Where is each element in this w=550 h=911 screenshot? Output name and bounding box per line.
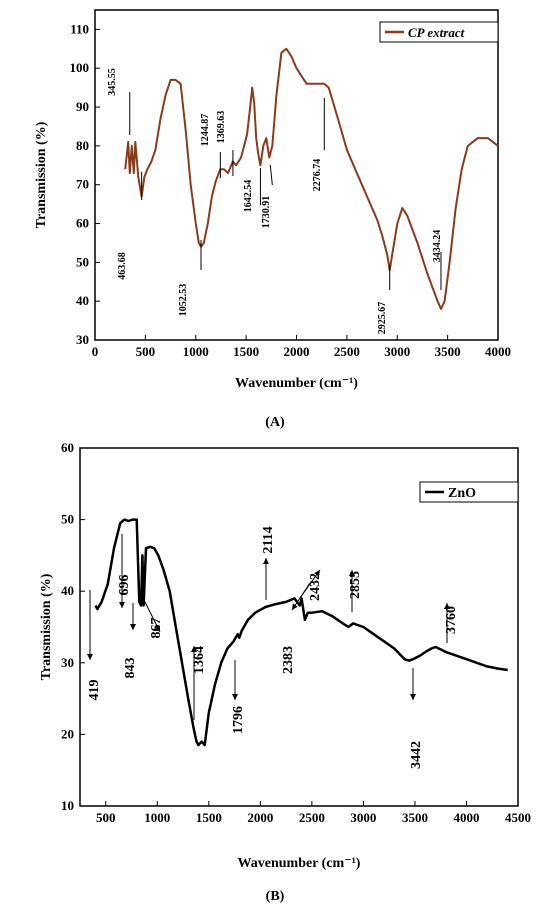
y-tick-label: 70	[76, 177, 89, 192]
panel-label: (B)	[266, 889, 285, 904]
plot-frame	[79, 447, 519, 807]
annotation-label: 2383	[281, 646, 296, 674]
annotation-label: 345.55	[107, 68, 118, 96]
x-tick-label: 3000	[384, 344, 410, 359]
y-tick-label: 30	[61, 655, 74, 670]
y-tick-label: 60	[76, 216, 89, 231]
legend-box	[419, 481, 519, 503]
plot-frame	[94, 9, 499, 341]
x-tick-label: 1500	[233, 344, 259, 359]
annotation-label: 1730.91	[261, 196, 272, 229]
panel-label: (A)	[265, 415, 285, 430]
x-tick-label: 3500	[435, 344, 461, 359]
x-axis-title: Wavenumber (cm⁻¹)	[238, 856, 361, 871]
x-tick-label: 1500	[196, 810, 222, 825]
annotation-label: 3760	[444, 606, 459, 634]
y-axis-title: Transmission (%)	[34, 121, 49, 228]
legend-label: CP extract	[408, 25, 465, 40]
annotation-label: 2114	[261, 526, 276, 553]
annotation-label: 463.68	[117, 252, 128, 280]
y-tick-label: 40	[61, 583, 74, 598]
x-tick-label: 500	[136, 344, 156, 359]
annotation-label: 1796	[231, 706, 246, 734]
annotation-label: 3434.24	[432, 230, 443, 263]
x-tick-label: 2000	[284, 344, 310, 359]
annotation-label: 2276.74	[312, 159, 323, 192]
annotation-label: 419	[87, 680, 102, 701]
annotation-label: 696	[117, 575, 132, 596]
annotation-arrow	[299, 569, 321, 599]
y-tick-label: 50	[76, 254, 89, 269]
annotation-label: 2925.67	[377, 302, 388, 335]
y-tick-label: 110	[70, 21, 89, 36]
annotation-line	[269, 164, 273, 186]
y-tick-label: 40	[76, 293, 89, 308]
legend-label: ZnO	[448, 486, 476, 501]
y-axis-title: Transmission (%)	[39, 573, 54, 680]
legend-box	[379, 21, 499, 43]
annotation-label: 1244.87	[200, 114, 211, 147]
annotation-label: 867	[149, 618, 164, 639]
y-tick-label: 60	[61, 440, 74, 455]
x-tick-label: 3500	[402, 810, 428, 825]
annotation-label: 1364	[192, 646, 207, 674]
x-tick-label: 4000	[485, 344, 511, 359]
x-tick-label: 2500	[299, 810, 325, 825]
chart-panel-a: 0 500 1000 1500 2000 2500 3000 3500 4000 30 40 50 60…	[34, 9, 511, 430]
series-line	[124, 47, 499, 310]
x-tick-label: 500	[96, 810, 116, 825]
x-tick-label: 4000	[453, 810, 479, 825]
chart-panel-b: 500 1000 1500 2000 2500 3000 3500 4000 4500 10 20 3…	[39, 440, 531, 904]
y-tick-label: 20	[61, 726, 74, 741]
series-line	[94, 518, 508, 747]
annotation-label: 843	[123, 658, 138, 679]
annotation-label: 2432	[308, 573, 323, 601]
annotation-label: 1369.63	[216, 111, 227, 144]
annotation-arrow	[139, 591, 161, 633]
y-tick-label: 50	[61, 512, 74, 527]
x-tick-label: 1000	[144, 810, 170, 825]
x-tick-label: 4500	[505, 810, 531, 825]
annotation-label: 3442	[409, 741, 424, 769]
y-tick-label: 80	[76, 138, 89, 153]
annotation-label: 2855	[348, 571, 363, 599]
y-tick-label: 100	[70, 60, 90, 75]
y-tick-label: 30	[76, 332, 89, 347]
y-tick-label: 90	[76, 99, 89, 114]
annotation-label: 1052.53	[178, 284, 189, 317]
annotation-label: 1642.54	[243, 180, 254, 213]
y-tick-label: 10	[61, 798, 74, 813]
x-axis-title: Wavenumber (cm⁻¹)	[235, 376, 358, 391]
x-tick-label: 0	[92, 344, 99, 359]
x-tick-label: 1000	[183, 344, 209, 359]
x-tick-label: 2000	[247, 810, 273, 825]
x-tick-label: 2500	[334, 344, 360, 359]
x-tick-label: 3000	[350, 810, 376, 825]
